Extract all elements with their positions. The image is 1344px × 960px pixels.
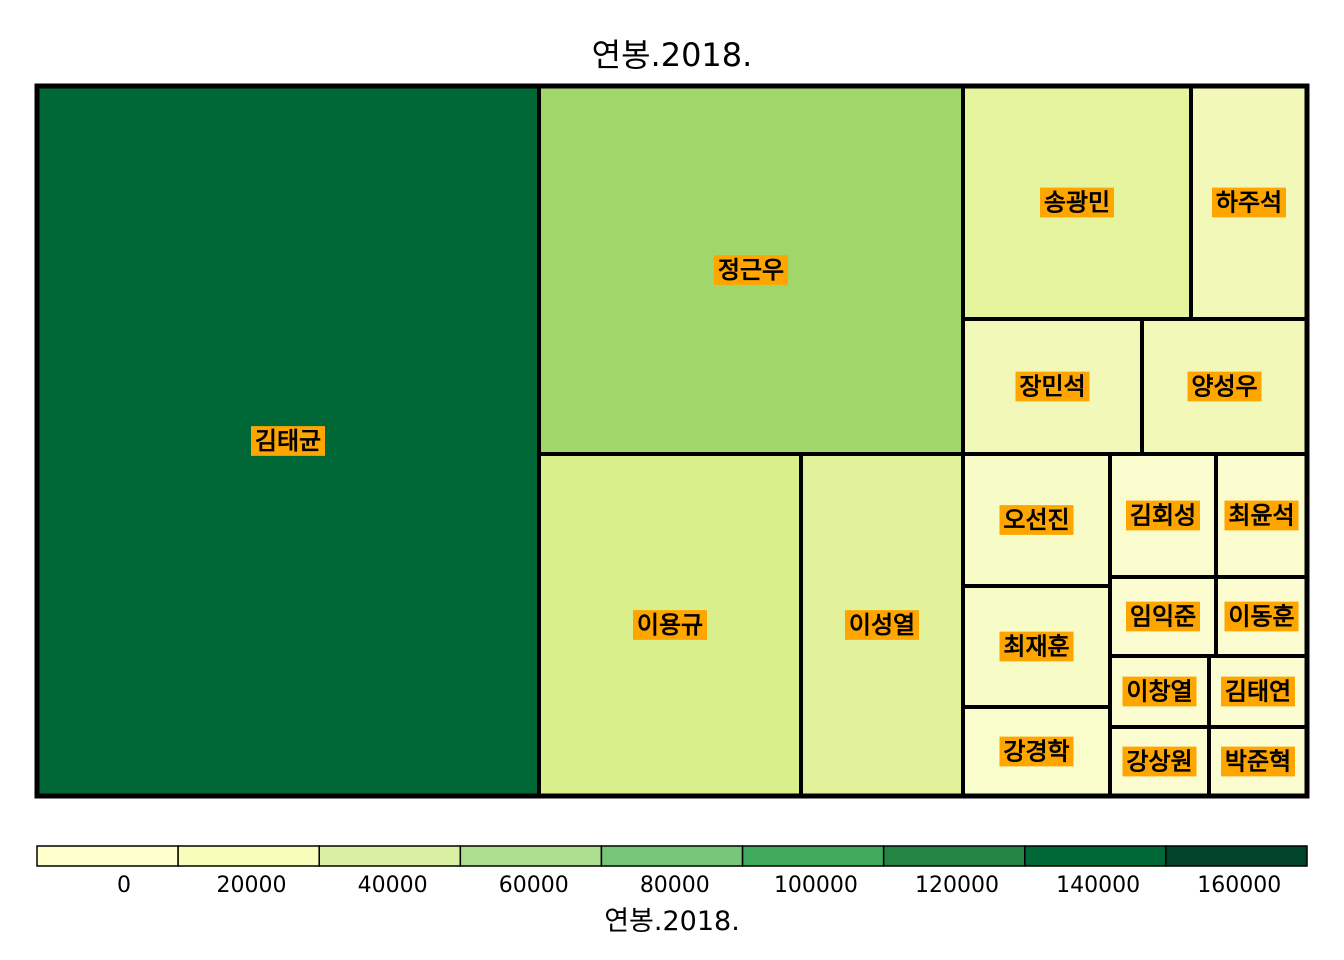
treemap-tile: 오선진 xyxy=(961,452,1112,588)
tile-label: 강경학 xyxy=(1003,738,1069,766)
legend-swatch xyxy=(459,845,603,867)
treemap-tile: 김태연 xyxy=(1207,654,1309,729)
tile-label-background xyxy=(251,426,325,456)
treemap-tile: 최윤석 xyxy=(1214,452,1309,579)
tile-label-background xyxy=(633,610,707,640)
tile-label: 이창열 xyxy=(1126,678,1192,706)
legend-swatch xyxy=(36,845,179,867)
treemap-tile: 강경학 xyxy=(961,705,1112,798)
tile-label: 임익준 xyxy=(1130,603,1196,631)
legend-swatch xyxy=(1024,845,1167,867)
tile-label: 최재훈 xyxy=(1003,633,1069,661)
tile-label-background xyxy=(845,610,919,640)
tile-label-background xyxy=(1126,601,1200,632)
tile-label-background xyxy=(1224,601,1299,632)
tile-label-background xyxy=(999,736,1074,767)
legend-tick-label: 120000 xyxy=(915,873,999,898)
tile-label-background xyxy=(1212,187,1286,218)
legend-tick-label: 20000 xyxy=(216,873,286,898)
tile-label: 최윤석 xyxy=(1228,502,1294,530)
chart-title: 연봉.2018. xyxy=(592,36,753,74)
treemap-tile: 이성열 xyxy=(799,452,965,798)
tile-label: 장민석 xyxy=(1019,373,1085,401)
legend-swatch xyxy=(1165,845,1308,867)
treemap-tile: 송광민 xyxy=(961,84,1193,321)
treemap-tile: 최재훈 xyxy=(961,584,1112,709)
legend-swatch xyxy=(318,845,462,867)
tile-label: 김태연 xyxy=(1225,678,1291,706)
treemap-tile: 강상원 xyxy=(1108,725,1211,798)
legend-swatch xyxy=(741,845,885,867)
tile-label-background xyxy=(1015,371,1090,402)
tile-label: 이동훈 xyxy=(1228,603,1294,631)
legend-tick-label: 140000 xyxy=(1056,873,1140,898)
legend-swatch xyxy=(177,845,320,867)
treemap-tile: 이동훈 xyxy=(1214,575,1309,658)
treemap-tile: 임익준 xyxy=(1108,575,1218,658)
tile-label: 송광민 xyxy=(1044,189,1110,217)
tile-label-background xyxy=(999,631,1074,662)
tile-label-background xyxy=(999,505,1074,535)
tile-label-background xyxy=(1187,371,1262,402)
legend-title: 연봉.2018. xyxy=(604,906,740,937)
color-legend: 0 20000 40000 60000 80000 100000 120000 140000 1… xyxy=(36,845,1308,898)
legend-tick-label: 100000 xyxy=(774,873,858,898)
treemap-tile: 김회성 xyxy=(1108,452,1218,579)
tile-label: 이성열 xyxy=(849,611,915,639)
legend-tick-label: 40000 xyxy=(358,873,428,898)
treemap-tile: 이창열 xyxy=(1108,654,1211,729)
treemap-tile: 장민석 xyxy=(961,317,1144,456)
treemap-tile: 하주석 xyxy=(1189,84,1309,321)
tile-label: 정근우 xyxy=(718,256,784,284)
tile-label-background xyxy=(1126,500,1200,531)
tile-label: 김회성 xyxy=(1130,502,1196,530)
tile-label-background xyxy=(1224,500,1299,531)
tile-label: 박준혁 xyxy=(1225,748,1291,776)
legend-tick-label: 60000 xyxy=(499,873,569,898)
legend-tick-label: 160000 xyxy=(1197,873,1281,898)
tile-label: 오선진 xyxy=(1003,506,1069,534)
tile-label: 양성우 xyxy=(1191,373,1257,401)
tile-label: 이용규 xyxy=(637,611,703,639)
tile-label: 김태균 xyxy=(255,427,321,455)
tile-label: 강상원 xyxy=(1126,748,1192,776)
tile-label: 하주석 xyxy=(1216,189,1282,217)
tile-label-background xyxy=(714,255,788,285)
legend-swatch xyxy=(882,845,1026,867)
treemap-tile: 김태균 xyxy=(35,84,541,798)
tile-label-background xyxy=(1221,746,1295,777)
legend-swatch xyxy=(600,845,744,867)
treemap-tile: 정근우 xyxy=(537,84,965,456)
tile-label-background xyxy=(1221,676,1295,707)
tile-label-background xyxy=(1122,676,1197,707)
tile-label-background xyxy=(1122,746,1197,777)
treemap-tile: 양성우 xyxy=(1140,317,1309,456)
treemap-frame xyxy=(34,83,1310,799)
legend-tick-label: 0 xyxy=(117,873,131,898)
legend-tick-label: 80000 xyxy=(640,873,710,898)
tile-label-background xyxy=(1040,187,1114,218)
treemap-tile: 박준혁 xyxy=(1207,725,1309,798)
treemap-tile: 이용규 xyxy=(537,452,803,798)
